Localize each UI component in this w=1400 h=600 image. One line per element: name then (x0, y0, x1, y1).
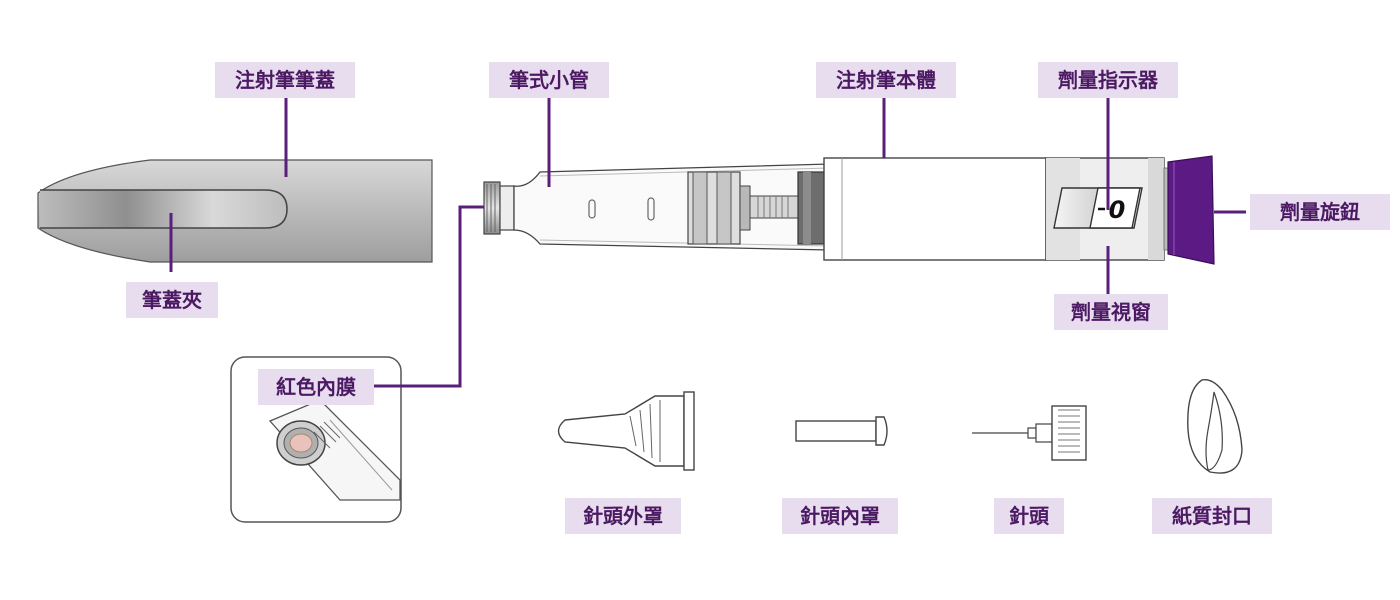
label-inner-needle-cap: 針頭內罩 (782, 498, 898, 534)
svg-text:劑量視窗: 劑量視窗 (1071, 300, 1151, 324)
dose-value-text: 0 (1109, 196, 1126, 224)
label-needle: 針頭 (994, 498, 1064, 534)
svg-text:筆式小管: 筆式小管 (509, 68, 589, 92)
cartridge (483, 163, 831, 251)
svg-text:紅色內膜: 紅色內膜 (276, 375, 356, 399)
label-dose-indicator: 劑量指示器 (1038, 62, 1178, 98)
label-cartridge: 筆式小管 (489, 62, 609, 98)
pen-body: 0 (823, 157, 1169, 261)
pen-cap-clip (40, 189, 288, 229)
dose-display (1089, 187, 1141, 229)
svg-text:注射筆本體: 注射筆本體 (836, 68, 936, 92)
label-paper-seal: 紙質封口 (1152, 498, 1272, 534)
svg-text:筆蓋夾: 筆蓋夾 (142, 288, 202, 312)
svg-text:針頭外罩: 針頭外罩 (583, 504, 663, 528)
label-red-membrane: 紅色內膜 (258, 369, 374, 405)
label-dose-knob: 劑量旋鈕 (1250, 194, 1390, 230)
svg-text:針頭內罩: 針頭內罩 (800, 504, 880, 528)
red-membrane-disc (289, 433, 313, 453)
paper-seal (1187, 379, 1243, 474)
label-dose-window: 劑量視窗 (1054, 294, 1168, 330)
svg-text:針頭: 針頭 (1009, 504, 1050, 528)
svg-text:注射筆筆蓋: 注射筆筆蓋 (235, 68, 335, 92)
inner-needle-cap (795, 416, 888, 446)
outer-needle-cap (557, 391, 695, 471)
svg-text:劑量旋鈕: 劑量旋鈕 (1280, 200, 1360, 224)
label-pen-clip: 筆蓋夾 (126, 282, 218, 318)
leader-lines (169, 97, 1246, 388)
label-outer-needle-cap: 針頭外罩 (565, 498, 681, 534)
pen-cap (37, 159, 433, 263)
leader-membrane (374, 205, 484, 388)
svg-text:劑量指示器: 劑量指示器 (1058, 68, 1159, 92)
label-pen-cap: 注射筆筆蓋 (215, 62, 355, 98)
needle (972, 405, 1087, 461)
dose-knob (1167, 155, 1215, 265)
label-pen-body: 注射筆本體 (816, 62, 956, 98)
svg-text:紙質封口: 紙質封口 (1172, 504, 1252, 528)
